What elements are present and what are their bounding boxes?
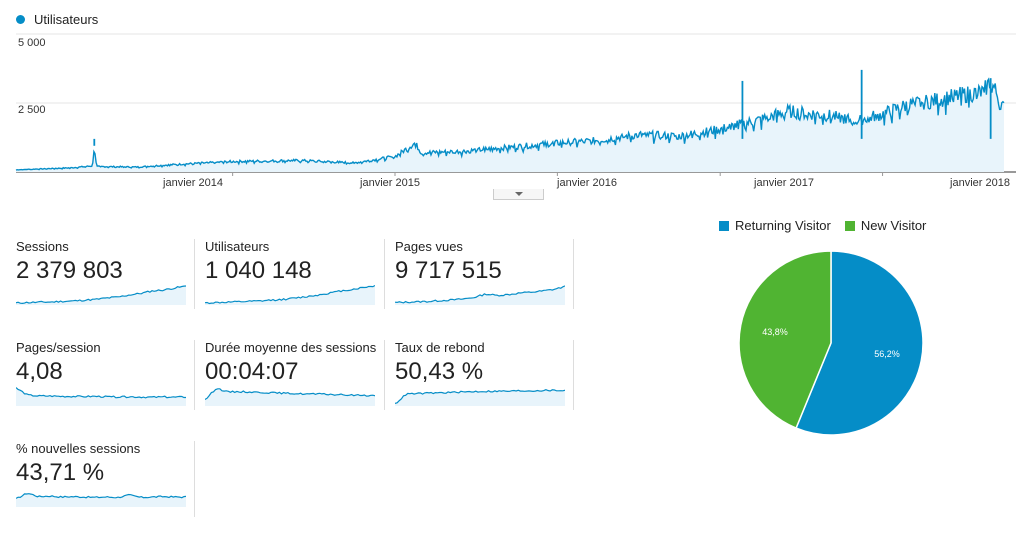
- metric-label: Durée moyenne des sessions: [205, 340, 377, 355]
- legend-swatch-icon: [719, 220, 729, 231]
- chevron-down-icon: [514, 192, 523, 196]
- legend-swatch-icon: [844, 220, 855, 231]
- metric-sparkline: [205, 284, 375, 305]
- users-line-chart: [15, 33, 1016, 176]
- main-legend: Utilisateurs: [16, 12, 98, 27]
- sparkline-line: [205, 284, 375, 305]
- series-area: [16, 79, 1004, 172]
- metric-sparkline: [16, 285, 186, 305]
- visitor-type-pie-chart: 56,2% 43,8%: [738, 250, 924, 436]
- metric-avg-session-duration: Durée moyenne des sessions 00:04:07: [205, 340, 377, 410]
- metric-sparkline: [16, 387, 186, 406]
- legend-label: Utilisateurs: [34, 12, 99, 27]
- metric-value: 43,71 %: [16, 459, 105, 486]
- pie-slice[interactable]: [795, 250, 924, 436]
- metric-label: Pages/session: [16, 340, 101, 355]
- metric-label: Pages vues: [395, 239, 463, 254]
- metric-bounce-rate: Taux de rebond 50,43 %: [395, 340, 565, 410]
- x-tick-label: janvier 2017: [754, 177, 814, 189]
- divider: [573, 239, 574, 309]
- pie-slice-label: 56,2%: [874, 349, 900, 359]
- metric-value: 1 040 148: [205, 257, 312, 284]
- collapse-toggle-button[interactable]: [493, 189, 544, 200]
- metric-pageviews: Pages vues 9 717 515: [395, 239, 565, 309]
- metric-sparkline: [395, 389, 565, 406]
- x-tick-label: janvier 2014: [163, 177, 223, 189]
- metric-pages-per-session: Pages/session 4,08: [16, 340, 186, 410]
- legend-dot-icon: [16, 15, 25, 24]
- sparkline-line: [205, 388, 375, 401]
- pie-slice[interactable]: [738, 250, 832, 430]
- metric-value: 2 379 803: [16, 257, 123, 284]
- pie-legend-label: New Visitor: [860, 218, 927, 233]
- metric-label: Sessions: [16, 239, 69, 254]
- pie-slice-label: 43,8%: [762, 327, 788, 337]
- metric-label: Taux de rebond: [395, 340, 485, 355]
- pie-legend: Returning Visitor New Visitor: [719, 218, 940, 233]
- sparkline-area: [395, 389, 565, 406]
- sparkline-line: [395, 285, 565, 304]
- divider: [573, 340, 574, 410]
- divider: [384, 239, 385, 309]
- sparkline-line: [16, 493, 186, 499]
- divider: [194, 340, 195, 410]
- metric-sparkline: [205, 388, 375, 406]
- sparkline-area: [16, 493, 186, 507]
- metric-label: Utilisateurs: [205, 239, 270, 254]
- series-line: [15, 77, 1005, 171]
- divider: [384, 340, 385, 410]
- y-tick-label: 5 000: [18, 37, 46, 49]
- sparkline-line: [16, 387, 186, 399]
- sparkline-line: [16, 285, 186, 305]
- divider: [194, 441, 195, 517]
- metric-users: Utilisateurs 1 040 148: [205, 239, 375, 309]
- metric-label: % nouvelles sessions: [16, 441, 141, 456]
- metric-sessions: Sessions 2 379 803: [16, 239, 186, 309]
- metric-sparkline: [16, 493, 186, 507]
- metric-new-sessions: % nouvelles sessions 43,71 %: [16, 441, 186, 511]
- metric-value: 00:04:07: [205, 358, 299, 385]
- metric-value: 50,43 %: [395, 358, 484, 385]
- metric-sparkline: [395, 285, 565, 305]
- pie-legend-item: Returning Visitor: [719, 218, 831, 233]
- sparkline-area: [16, 286, 186, 305]
- metric-value: 9 717 515: [395, 257, 502, 284]
- sparkline-line: [395, 389, 565, 404]
- sparkline-area: [16, 387, 186, 406]
- x-tick-label: janvier 2015: [360, 177, 420, 189]
- y-tick-label: 2 500: [18, 104, 46, 116]
- x-tick-label: janvier 2018: [950, 177, 1010, 189]
- sparkline-area: [205, 285, 375, 305]
- pie-legend-item: New Visitor: [844, 218, 927, 233]
- sparkline-area: [205, 388, 375, 406]
- pie-legend-label: Returning Visitor: [735, 218, 831, 233]
- divider: [194, 239, 195, 309]
- x-tick-label: janvier 2016: [557, 177, 617, 189]
- metric-value: 4,08: [16, 358, 63, 385]
